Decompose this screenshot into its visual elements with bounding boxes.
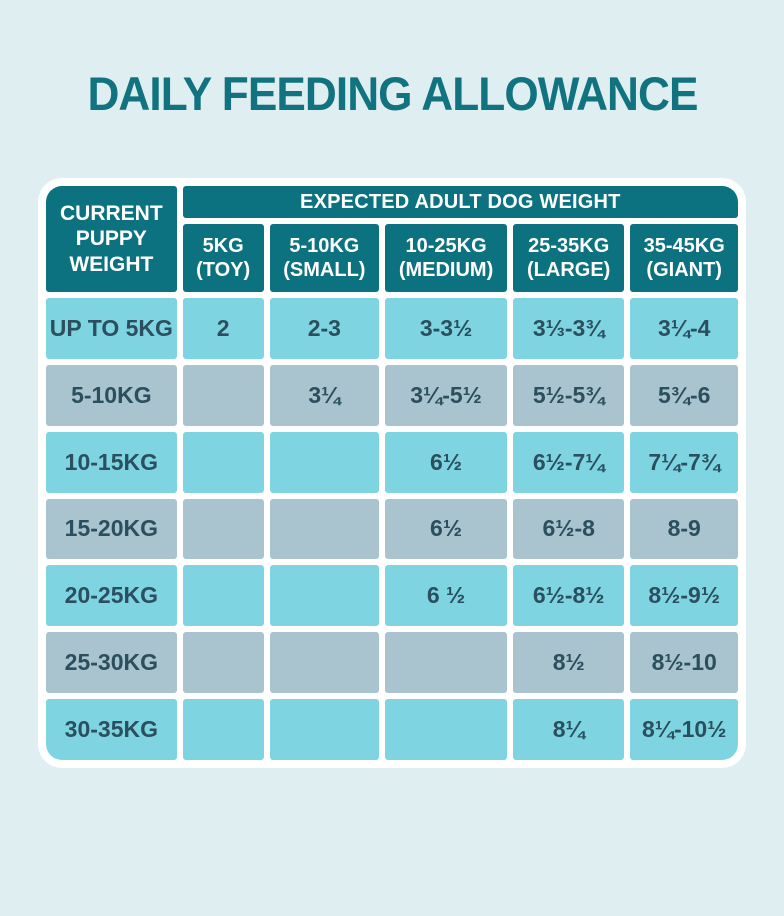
- table-cell: 7¼-7¾: [630, 431, 738, 493]
- table-cell: 8¼: [512, 699, 625, 760]
- row-label: 5-10KG: [46, 364, 177, 426]
- table-cell: [269, 431, 380, 493]
- table-cell: [182, 699, 264, 760]
- table-cell: 5¾-6: [630, 364, 738, 426]
- table-cell: [269, 699, 380, 760]
- table-cell: [182, 364, 264, 426]
- table-cell: [182, 632, 264, 694]
- table-cell: [385, 632, 507, 694]
- row-label: 10-15KG: [46, 431, 177, 493]
- table-cell: 5½-5¾: [512, 364, 625, 426]
- table-cell: [269, 632, 380, 694]
- table-cell: [182, 431, 264, 493]
- table-cell: [269, 565, 380, 627]
- column-header-weight: 10-25KG: [405, 235, 487, 257]
- row-label: UP TO 5KG: [46, 298, 177, 359]
- column-header-size: (MEDIUM): [398, 259, 494, 281]
- column-header-small: 5-10KG (SMALL): [269, 224, 380, 292]
- table-cell: 6 ½: [385, 565, 507, 627]
- row-label: 20-25KG: [46, 565, 177, 627]
- feeding-table-card: CURRENT PUPPY WEIGHT EXPECTED ADULT DOG …: [38, 178, 746, 768]
- table-cell: 6½: [385, 431, 507, 493]
- row-label: 25-30KG: [46, 632, 177, 694]
- table-cell: 8¼-10½: [630, 699, 738, 760]
- column-header-size: (TOY): [196, 259, 251, 281]
- column-header-weight: 25-35KG: [528, 235, 610, 257]
- table-cell: [182, 498, 264, 560]
- column-header-size: (LARGE): [527, 259, 611, 281]
- column-header-medium: 10-25KG (MEDIUM): [385, 224, 507, 292]
- table-cell: 6½-7¼: [512, 431, 625, 493]
- table-cell: 8-9: [630, 498, 738, 560]
- table-cell: 6½-8: [512, 498, 625, 560]
- table-cell: 3-3½: [385, 298, 507, 359]
- column-header-weight: 35-45KG: [643, 235, 725, 257]
- table-cell: 3¼: [269, 364, 380, 426]
- table-cell: 8½-9½: [630, 565, 738, 627]
- column-header-weight: 5-10KG: [289, 235, 360, 257]
- table-cell: 2: [182, 298, 264, 359]
- group-header-expected-adult-dog-weight: EXPECTED ADULT DOG WEIGHT: [182, 186, 738, 218]
- table-cell: 2-3: [269, 298, 380, 359]
- table-cell: 3¼-4: [630, 298, 738, 359]
- table-cell: 3⅓-3¾: [512, 298, 625, 359]
- table-cell: [182, 565, 264, 627]
- table-cell: 3¼-5½: [385, 364, 507, 426]
- column-header-size: (GIANT): [646, 259, 722, 281]
- row-label: 30-35KG: [46, 699, 177, 760]
- table-cell: 6½-8½: [512, 565, 625, 627]
- column-header-size: (SMALL): [283, 259, 366, 281]
- feeding-table: CURRENT PUPPY WEIGHT EXPECTED ADULT DOG …: [46, 186, 738, 760]
- table-cell: [385, 699, 507, 760]
- table-cell: 8½-10: [630, 632, 738, 694]
- column-header-toy: 5KG (TOY): [182, 224, 264, 292]
- corner-header-current-puppy-weight: CURRENT PUPPY WEIGHT: [46, 186, 177, 292]
- row-label: 15-20KG: [46, 498, 177, 560]
- column-header-large: 25-35KG (LARGE): [512, 224, 625, 292]
- column-header-giant: 35-45KG (GIANT): [630, 224, 738, 292]
- page-title: DAILY FEEDING ALLOWANCE: [86, 67, 698, 120]
- page-header: DAILY FEEDING ALLOWANCE: [0, 66, 784, 121]
- column-header-weight: 5KG: [202, 235, 244, 257]
- table-cell: [269, 498, 380, 560]
- table-cell: 6½: [385, 498, 507, 560]
- table-cell: 8½: [512, 632, 625, 694]
